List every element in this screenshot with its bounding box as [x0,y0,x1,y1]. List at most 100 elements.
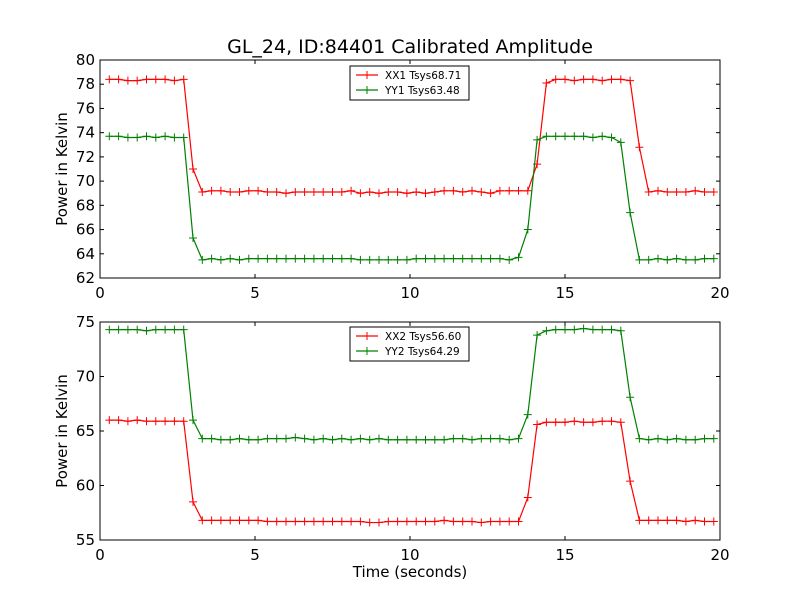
data-point [347,186,356,195]
data-point [700,254,709,263]
data-point [235,434,244,443]
data-point [430,188,439,197]
data-point [691,516,700,525]
data-point [654,516,662,525]
y-tick-label: 60 [76,477,95,495]
data-point [458,254,467,263]
data-point [570,132,579,141]
data-point [551,325,560,334]
data-point [579,132,588,141]
data-point [282,517,290,526]
data-point [375,189,383,198]
data-point [440,254,449,263]
data-point [198,516,207,525]
data-point [523,493,532,502]
data-point [226,188,235,197]
data-point [486,434,495,443]
data-point [365,255,374,264]
data-point [412,435,421,444]
data-point [672,516,681,525]
data-point [282,254,290,263]
data-point [375,434,383,443]
data-point [495,186,504,195]
data-point [449,254,458,263]
data-point [570,417,579,426]
data-point [681,517,690,526]
data-point [551,418,560,427]
legend-marker [363,71,371,79]
data-point [226,254,235,263]
data-point [272,517,281,526]
data-point [161,417,170,426]
data-point [579,75,588,84]
data-point [607,325,616,334]
data-point [607,133,616,142]
data-point [672,434,681,443]
data-point [681,255,690,264]
data-point [514,253,523,262]
legend-frame [349,326,470,362]
data-point [142,132,151,141]
x-tick-label: 20 [710,284,729,302]
data-point [133,325,142,334]
data-point [161,325,170,334]
data-point [347,254,356,263]
data-point [468,254,476,263]
series-1-group [105,416,718,527]
data-point [486,517,495,526]
x-tick-label: 5 [250,546,260,564]
y-tick-label: 74 [76,124,95,142]
data-point [170,133,179,142]
data-point [691,435,700,444]
data-point [263,434,272,443]
data-point [700,517,709,526]
x-tick-label: 5 [250,284,260,302]
data-point [709,434,718,443]
data-point [300,517,309,526]
data-point [263,517,272,526]
data-point [598,417,607,426]
data-point [235,188,244,197]
data-point [356,255,365,264]
data-point [375,255,383,264]
data-point [440,435,449,444]
legend: XX2 Tsys56.60 YY2 Tsys64.29 [349,326,470,362]
data-point [291,254,300,263]
subplot-1: 0 5 10 15 20 62 64 66 68 70 72 74 76 78 80 Power in Kel… [53,51,730,302]
data-point [607,75,616,84]
data-point [263,254,272,263]
legend-marker [363,86,371,94]
data-point [105,416,114,425]
data-point [142,326,151,335]
data-point [161,75,170,84]
data-point [179,133,188,142]
data-point [114,416,123,425]
data-point [700,188,709,197]
data-point [709,517,718,526]
y-tick-label: 76 [76,99,95,117]
data-point [626,76,635,85]
data-point [198,188,207,197]
data-point [412,517,421,526]
data-point [644,516,653,525]
data-point [486,254,495,263]
data-point [672,188,681,197]
data-point [319,188,328,197]
subplot-2: 0 5 10 15 20 55 60 65 70 75 Power in Kelvin Time (s… [53,313,730,581]
data-point [337,188,346,197]
data-point [384,435,393,444]
y-tick-label: 66 [76,221,95,239]
data-point [375,518,383,527]
legend-entry-label: XX2 Tsys56.60 [385,331,461,343]
data-point [114,132,123,141]
data-point [207,516,216,525]
data-point [189,497,197,506]
x-axis-label: Time (seconds) [352,563,468,581]
data-point [114,325,123,334]
data-point [468,517,476,526]
data-point [523,225,532,234]
data-point [588,325,597,334]
data-point [207,186,216,195]
data-point [170,417,179,426]
